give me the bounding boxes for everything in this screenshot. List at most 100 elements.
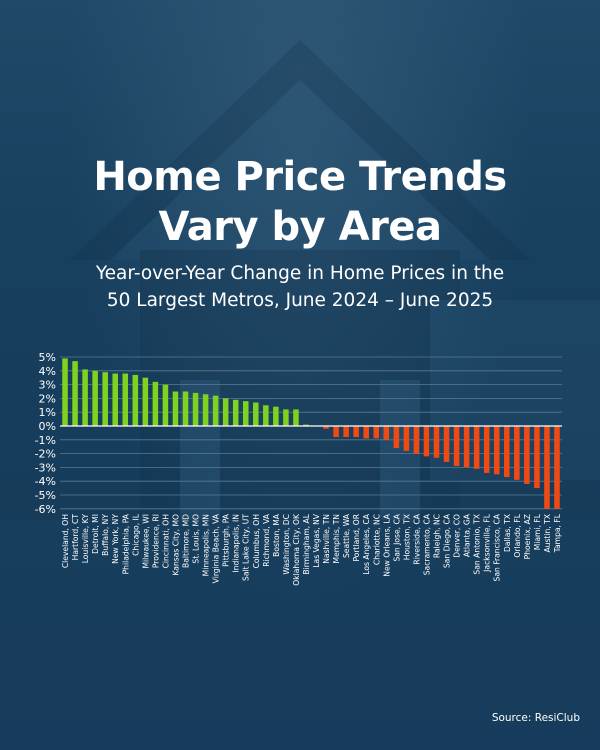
bar (413, 426, 420, 454)
bar (463, 426, 470, 468)
x-tick-label: Jacksonville, FL (483, 513, 492, 573)
bar (534, 426, 540, 489)
y-tick-label: -1% (35, 434, 56, 447)
x-tick-label: Memphis, TN (332, 514, 341, 563)
bar (242, 401, 249, 426)
y-tick-label: -2% (35, 448, 56, 461)
bar (544, 426, 550, 509)
x-tick-label: Kansas City, MO (171, 514, 180, 576)
y-tick-label: 5% (39, 351, 56, 364)
x-tick-label: Washington, DC (282, 514, 291, 575)
x-tick-label: Portland, OR (352, 513, 361, 561)
bar (62, 358, 68, 426)
chart-bars (62, 358, 560, 509)
bar (343, 426, 349, 438)
bar (524, 426, 530, 484)
x-tick-label: New York, NY (111, 514, 120, 564)
x-tick-label: Nashville, TN (322, 514, 331, 564)
bar (483, 426, 490, 473)
bar (102, 372, 108, 426)
bar (142, 377, 149, 426)
x-tick-label: Phoenix, AZ (523, 514, 532, 559)
x-tick-label: Las Vegas, NV (312, 513, 321, 567)
bar (433, 426, 440, 458)
x-tick-label: Salt Lake City, UT (242, 514, 251, 581)
x-tick-label: St. Louis, MO (192, 514, 201, 564)
x-tick-label: Denver, CO (453, 514, 462, 558)
bar (333, 426, 339, 438)
x-tick-label: New Orleans, LA (382, 513, 391, 577)
x-tick-label: Buffalo, NY (101, 514, 110, 556)
bar (393, 426, 400, 449)
bar (263, 405, 269, 426)
x-tick-label: Dallas, TX (503, 514, 512, 552)
y-tick-label: -5% (35, 489, 56, 502)
bar (132, 374, 139, 426)
title-line-2: Vary by Area (158, 204, 442, 250)
x-tick-label: Tampa, FL (553, 513, 562, 553)
bar (82, 369, 88, 426)
bar (192, 392, 199, 426)
bar (112, 373, 118, 426)
bar (232, 399, 239, 426)
x-tick-label: Columbus, OH (252, 514, 261, 568)
x-tick-label: Hartford, CT (71, 514, 80, 561)
bar (222, 398, 229, 426)
x-tick-label: Miami, FL (533, 513, 542, 550)
bar (273, 406, 279, 426)
bar (403, 426, 410, 451)
x-tick-label: Austin, TX (543, 514, 552, 553)
y-tick-label: 3% (39, 379, 56, 392)
x-tick-label: Oklahoma City, OK (292, 513, 301, 586)
bar (92, 370, 98, 426)
bar (253, 402, 259, 426)
x-tick-label: Cincinnati, OH (161, 514, 170, 568)
x-tick-label: San Jose, CA (392, 513, 401, 561)
page-subtitle: Year-over-Year Change in Home Prices in … (30, 260, 570, 314)
bar-chart: 5%4%3%2%1%0%-1%-2%-3%-4%-5%-6% Cleveland… (35, 351, 562, 586)
x-tick-label: Virginia Beach, VA (212, 513, 221, 583)
x-tick-label: Minneapolis, MN (202, 514, 211, 576)
y-tick-label: -4% (35, 475, 56, 488)
x-tick-label: Baltimore, MD (182, 514, 191, 568)
bar (293, 409, 299, 426)
bar (493, 426, 500, 475)
y-tick-label: 1% (39, 406, 56, 419)
x-tick-label: Houston, TX (402, 514, 411, 560)
x-tick-label: Providence, RI (151, 514, 160, 568)
bar (473, 426, 480, 469)
bar (443, 426, 450, 462)
title-line-1: Home Price Trends (93, 154, 507, 200)
x-tick-label: San Francisco, CA (493, 513, 502, 581)
bar (373, 426, 380, 439)
bar (554, 426, 560, 509)
bar (172, 391, 179, 426)
x-tick-label: Cleveland, OH (61, 514, 70, 568)
x-tick-label: Orlando, FL (513, 513, 522, 557)
x-tick-label: Seattle, WA (342, 513, 351, 558)
x-tick-label: Los Angeles, CA (362, 513, 371, 574)
y-tick-label: -3% (35, 461, 56, 474)
x-tick-label: Atlanta, GA (463, 513, 472, 557)
x-tick-label: Pittsburgh, PA (222, 513, 231, 567)
x-tick-label: Riverside, CA (412, 513, 421, 564)
bar (182, 391, 189, 426)
x-tick-label: Detroit, MI (91, 514, 100, 554)
bar (303, 424, 309, 426)
x-tick-label: San Antonio, TX (473, 514, 482, 575)
y-tick-label: 2% (39, 392, 56, 405)
bar (122, 373, 129, 426)
bar (453, 426, 460, 467)
y-tick-label: 4% (39, 365, 56, 378)
bar (423, 426, 430, 457)
x-tick-label: Boston, MA (272, 513, 281, 557)
x-tick-label: Raleigh, NC (433, 514, 442, 558)
x-tick-label: Sacramento, CA (422, 513, 431, 575)
subtitle-line-1: Year-over-Year Change in Home Prices in … (95, 263, 505, 284)
subtitle-line-2: 50 Largest Metros, June 2024 – June 2025 (106, 290, 494, 311)
source-credit: Source: ResiClub (491, 712, 580, 724)
bar (504, 426, 510, 478)
x-tick-label: Charlotte, NC (372, 514, 381, 565)
bar (152, 381, 159, 426)
